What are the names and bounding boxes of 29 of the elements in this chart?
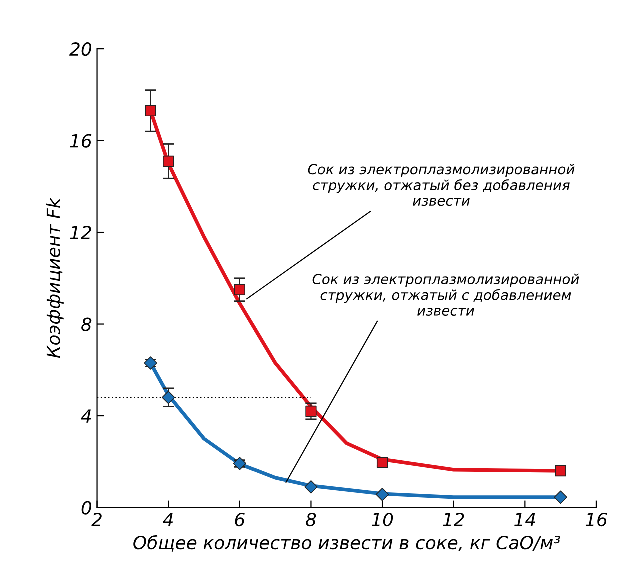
x-tick-label: 12 [443,512,464,526]
point [233,457,247,470]
x-tick-label: 4 [163,513,174,526]
x-tick-label: 14 [514,513,536,526]
x-tick-label: 2 [92,512,102,526]
point [162,391,176,404]
y-tick-label: 4 [81,410,92,423]
x-tick-label: 16 [586,512,608,527]
y-axis-title: Коэффициент Fk [46,198,64,358]
point [306,406,317,417]
point [145,105,156,117]
y-tick-label: 16 [70,134,92,148]
point [304,480,318,494]
x-tick-label: 6 [235,512,245,527]
annotation: Сок из электроплазмолизированной стружки, отжатый без добавления извести [308,164,575,206]
x-tick-label: 10 [372,512,394,527]
y-tick-label: 8 [82,318,92,332]
y-tick-label: 12 [70,226,92,240]
point [144,356,158,370]
annotation: Сок из электроплазмолизированной стружки, отжатый с добавлением извести [312,274,580,316]
point [234,284,246,296]
point [376,457,388,468]
point [376,488,390,502]
x-axis-title: Общее количество извести в соке, кг CaO/м³ [134,535,560,552]
point [554,490,568,504]
x-tick-label: 8 [306,512,316,527]
point [163,156,174,167]
y-tick-label: 0 [82,501,92,515]
y-tick-label: 20 [70,42,92,56]
